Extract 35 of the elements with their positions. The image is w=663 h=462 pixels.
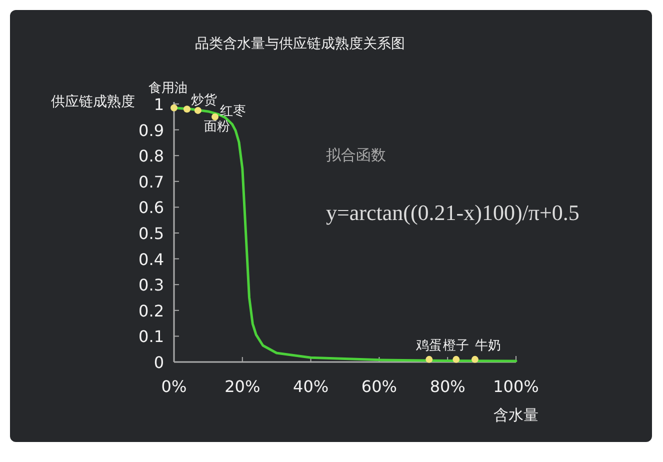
annotation: 拟合函数 <box>326 146 386 164</box>
y-tick-label: 0.6 <box>138 198 164 218</box>
annotation: 食用油 <box>148 80 188 96</box>
chart-title: 品类含水量与供应链成熟度关系图 <box>195 36 405 52</box>
x-tick-label: 0% <box>161 377 187 396</box>
point <box>212 113 219 120</box>
point <box>183 106 190 113</box>
y-tick-label: 1 <box>154 95 164 114</box>
point <box>452 356 460 363</box>
y-tick-label: 0.4 <box>138 250 164 269</box>
annotation: y=arctan((0.21-x)100)/π+0.5 <box>326 200 580 225</box>
annotation: 炒货 <box>190 93 217 108</box>
point <box>471 356 478 363</box>
y-tick-label: 0.3 <box>138 276 164 295</box>
point <box>194 106 202 114</box>
x-axis-title: 含水量 <box>494 406 538 424</box>
y-tick-label: 0 <box>154 353 164 372</box>
annotation: 红枣 <box>220 104 246 119</box>
x-tick-label: 100% <box>493 377 539 396</box>
y-tick-label: 0.9 <box>138 120 164 140</box>
annotation: 鸡蛋 <box>415 338 442 354</box>
y-tick-label: 0.1 <box>138 327 164 346</box>
y-tick-label: 0.5 <box>138 224 164 243</box>
annotation: 牛奶 <box>474 338 501 354</box>
x-tick-label: 40% <box>293 377 329 396</box>
x-tick-label: 80% <box>430 377 466 396</box>
annotation: 橙子 <box>443 338 470 354</box>
x-tick-label: 60% <box>361 377 397 396</box>
point <box>426 356 433 363</box>
annotation: 面粉 <box>204 119 230 134</box>
x-tick-label: 20% <box>224 377 260 396</box>
y-tick-label: 0.2 <box>138 301 164 320</box>
y-tick-label: 0.7 <box>138 172 164 192</box>
y-axis-title: 供应链成熟度 <box>51 94 135 110</box>
y-tick-label: 0.8 <box>138 146 164 166</box>
